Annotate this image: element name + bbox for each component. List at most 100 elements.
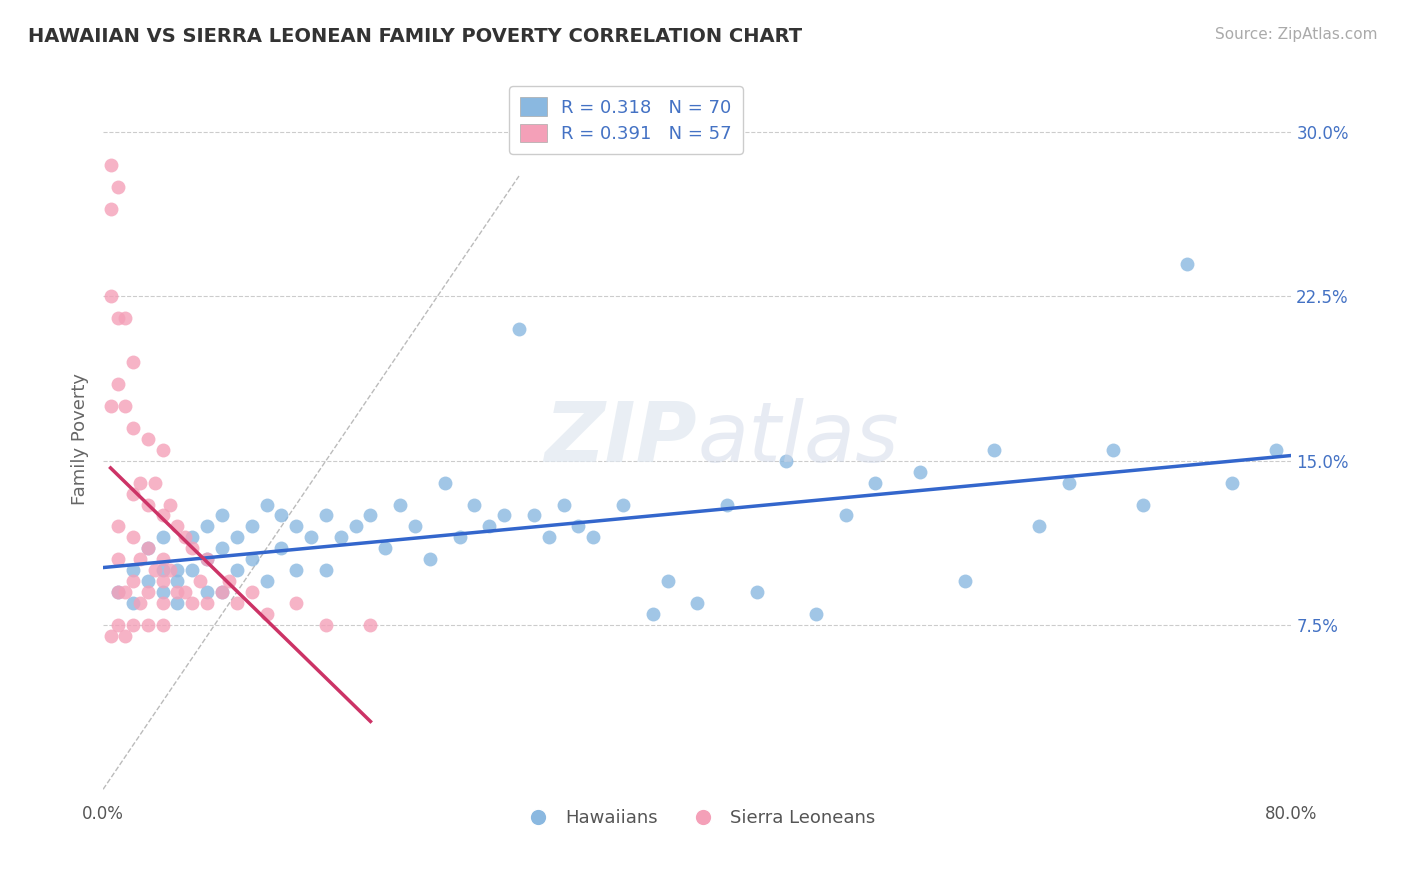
Point [121,530,143,544]
Point [152,508,174,523]
Point [657,574,679,589]
Point [107,377,129,392]
Point [225,530,247,544]
Point [129,596,152,610]
Point [270,541,292,556]
Point [100,399,122,413]
Point [166,585,188,599]
Point [567,519,589,533]
Point [114,629,136,643]
Point [359,508,381,523]
Point [107,618,129,632]
Point [100,289,122,303]
Point [1057,475,1080,490]
Point [285,596,308,610]
Point [152,552,174,566]
Point [865,475,887,490]
Point [100,629,122,643]
Point [166,596,188,610]
Point [107,552,129,566]
Point [195,585,218,599]
Point [256,574,278,589]
Point [1175,257,1198,271]
Point [136,541,159,556]
Text: HAWAIIAN VS SIERRA LEONEAN FAMILY POVERTY CORRELATION CHART: HAWAIIAN VS SIERRA LEONEAN FAMILY POVERT… [28,27,803,45]
Point [953,574,976,589]
Point [121,355,143,369]
Point [359,618,381,632]
Point [159,498,181,512]
Point [315,618,337,632]
Point [195,596,218,610]
Point [218,574,240,589]
Point [121,421,143,435]
Point [121,574,143,589]
Point [240,519,263,533]
Point [136,498,159,512]
Point [195,519,218,533]
Point [107,519,129,533]
Point [136,585,159,599]
Point [173,530,195,544]
Point [508,322,530,336]
Y-axis label: Family Poverty: Family Poverty [72,373,89,505]
Point [100,158,122,172]
Point [143,563,166,577]
Point [121,618,143,632]
Point [121,486,143,500]
Point [211,541,233,556]
Point [107,180,129,194]
Point [211,508,233,523]
Point [285,563,308,577]
Point [136,574,159,589]
Point [121,596,143,610]
Point [419,552,441,566]
Point [129,475,152,490]
Point [463,498,485,512]
Point [1102,442,1125,457]
Point [136,618,159,632]
Point [433,475,456,490]
Point [152,530,174,544]
Point [100,202,122,216]
Point [449,530,471,544]
Point [983,442,1005,457]
Point [152,596,174,610]
Point [121,563,143,577]
Point [152,563,174,577]
Point [152,585,174,599]
Point [114,311,136,326]
Point [835,508,858,523]
Point [211,585,233,599]
Point [152,574,174,589]
Point [166,563,188,577]
Point [129,552,152,566]
Point [166,519,188,533]
Point [181,596,204,610]
Point [908,465,931,479]
Point [107,311,129,326]
Point [159,563,181,577]
Point [188,574,211,589]
Point [114,399,136,413]
Point [256,607,278,621]
Point [285,519,308,533]
Point [686,596,709,610]
Point [181,541,204,556]
Point [1220,475,1243,490]
Point [315,563,337,577]
Point [143,475,166,490]
Point [181,530,204,544]
Point [1265,442,1288,457]
Point [107,585,129,599]
Point [745,585,768,599]
Point [582,530,605,544]
Point [804,607,827,621]
Point [107,585,129,599]
Point [404,519,426,533]
Point [344,519,367,533]
Point [195,552,218,566]
Point [537,530,560,544]
Text: Source: ZipAtlas.com: Source: ZipAtlas.com [1215,27,1378,42]
Text: ZIP: ZIP [544,399,697,479]
